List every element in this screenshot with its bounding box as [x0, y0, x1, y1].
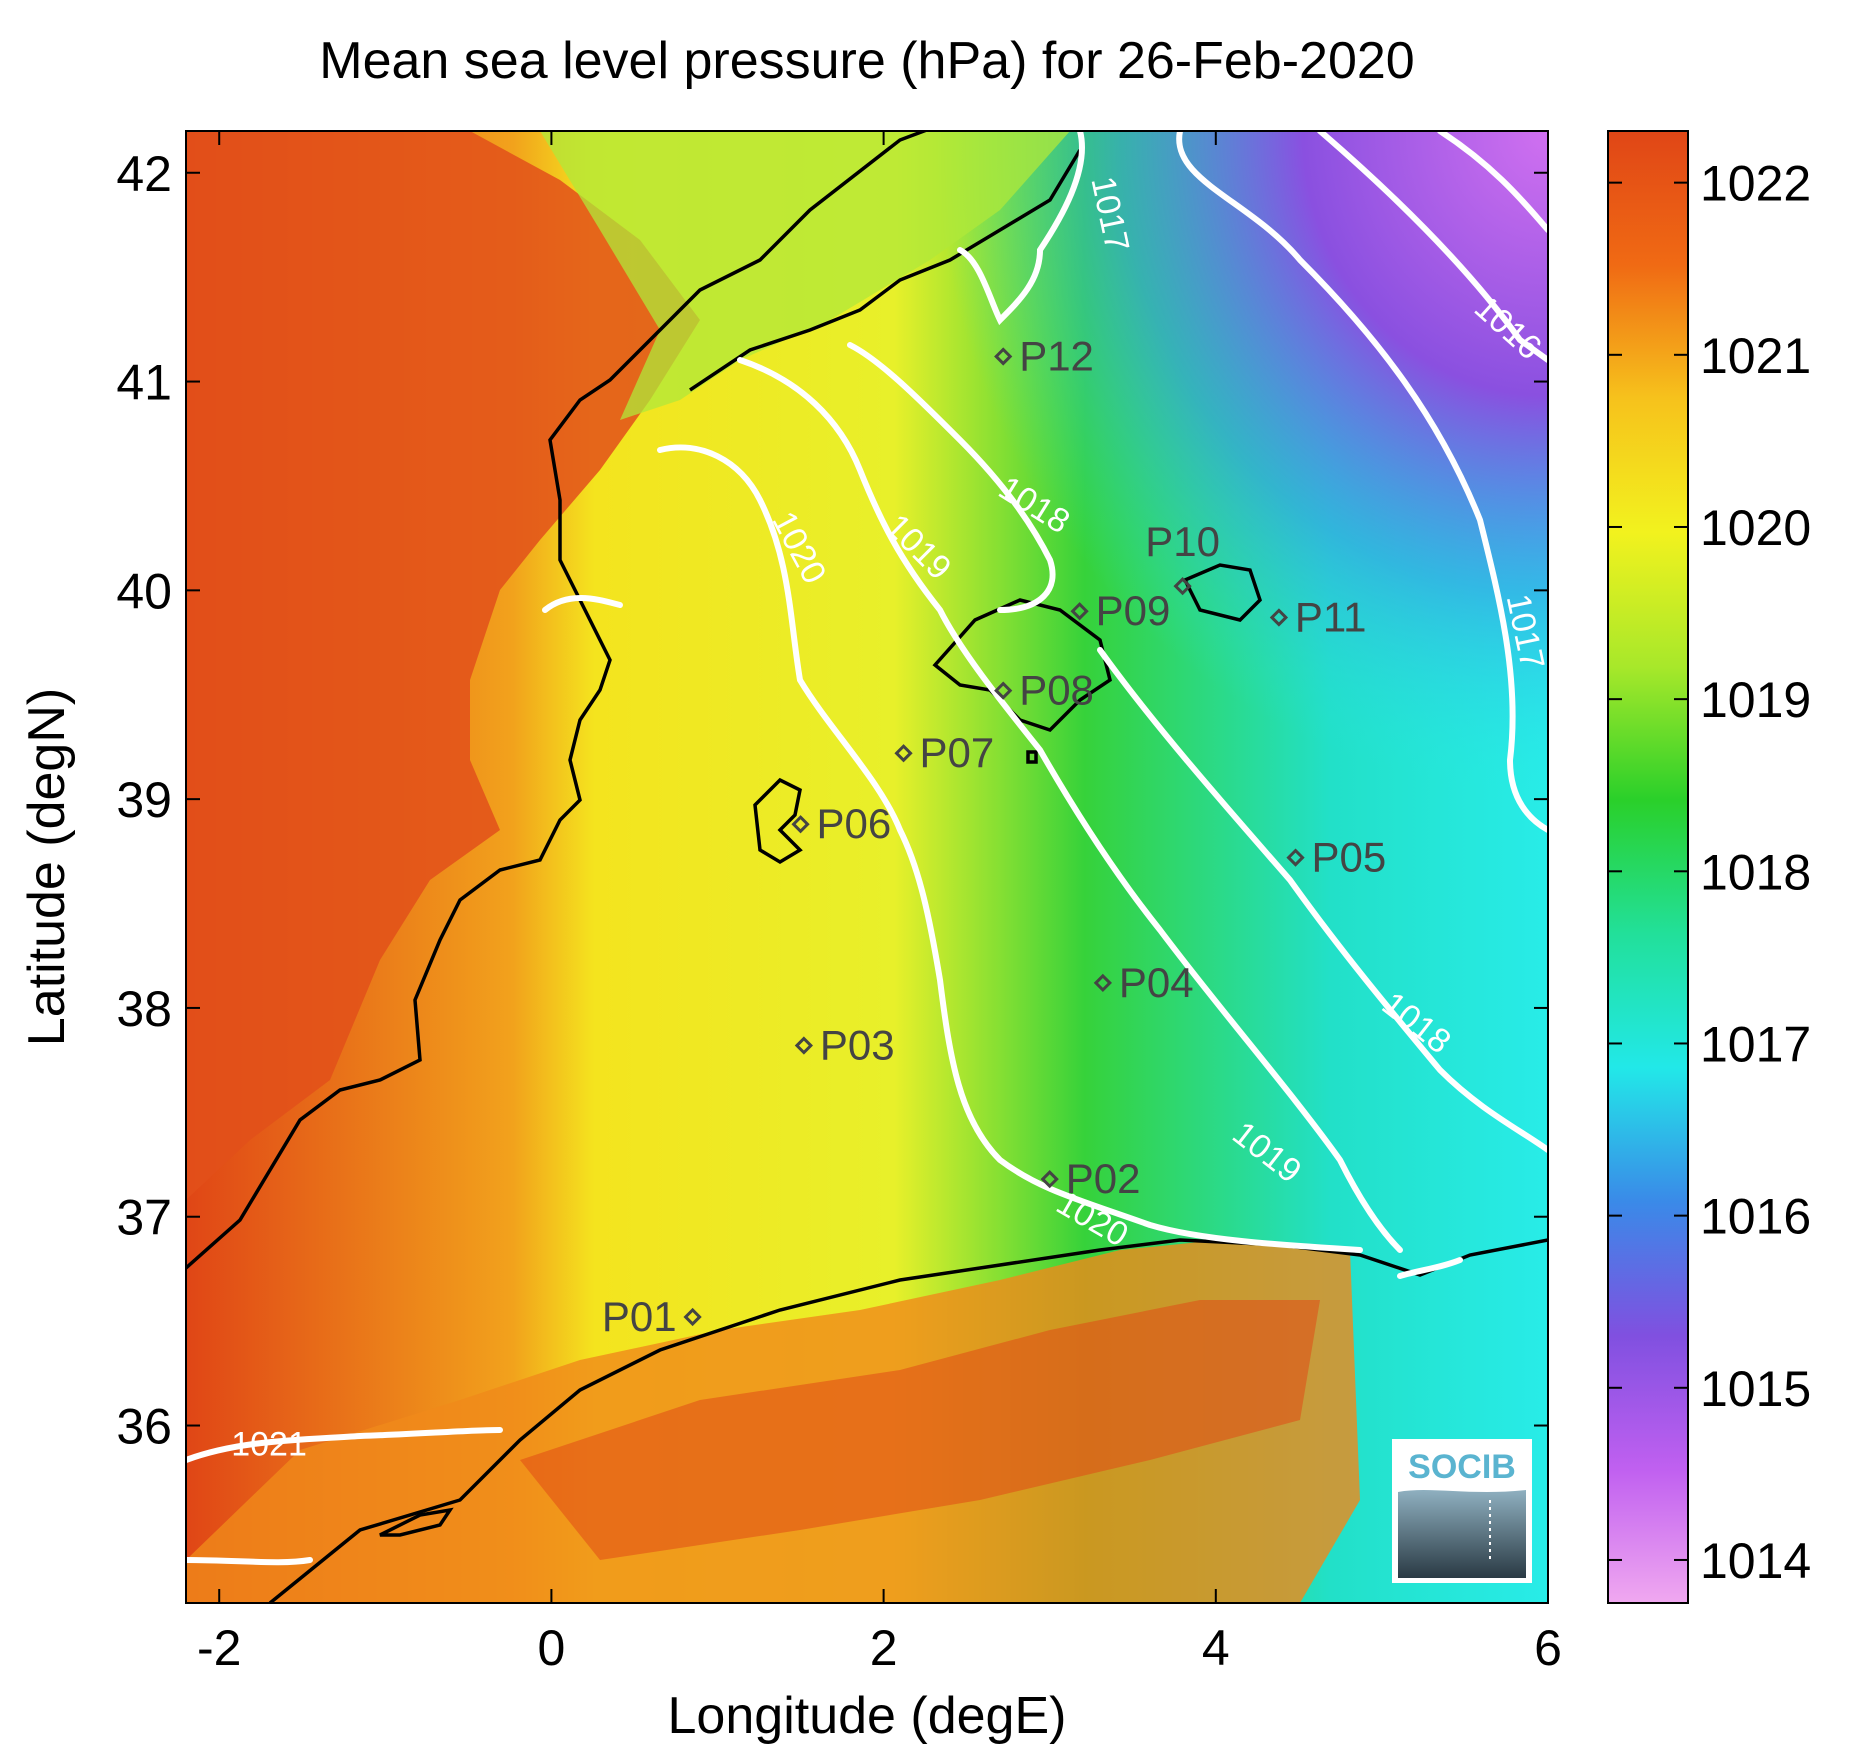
ceuta-coast [379, 1507, 454, 1537]
isobar-1018-south [1097, 647, 1548, 1153]
map-area: 1017101610181019102010171018101910201021… [186, 131, 1548, 1603]
socib-logo-text: SOCIB [1408, 1448, 1516, 1486]
x-tick-label: 2 [870, 1620, 898, 1676]
station-marker [994, 347, 1013, 366]
station-label: P12 [1019, 332, 1094, 379]
colorbar-tick-label: 1015 [1700, 1361, 1811, 1417]
station-marker [1093, 973, 1112, 993]
station-label: P09 [1096, 587, 1171, 634]
isobar-1020-africa [1397, 1257, 1463, 1279]
station-label: P03 [820, 1022, 895, 1069]
cabrera-coast [1026, 750, 1038, 764]
socib-logo: SOCIB [1392, 1439, 1532, 1583]
y-tick-label: 39 [116, 772, 172, 828]
isobar-1021-south [186, 1557, 313, 1566]
gulf-lion-coastline [689, 149, 1082, 392]
station-label: P02 [1066, 1155, 1141, 1202]
station-marker [994, 681, 1013, 700]
colorbar-scale [1607, 130, 1689, 1604]
iberian-coastline [186, 131, 929, 1270]
station-label: P07 [920, 729, 995, 776]
y-tick-label: 37 [116, 1190, 172, 1246]
colorbar-tick-label: 1019 [1700, 672, 1811, 728]
x-axis: -2 0 2 4 6 [197, 131, 1562, 1676]
station-label: P08 [1019, 667, 1094, 714]
station-label: P10 [1145, 518, 1220, 565]
iberia-land [186, 131, 700, 1200]
gulf-lion-land [540, 131, 1070, 420]
colorbar-ticks: 1014 1015 1016 1017 1018 1019 1020 1021 1022 [1608, 156, 1811, 1589]
socib-logo-sea [1398, 1490, 1526, 1578]
colorbar-tick-label: 1017 [1700, 1016, 1811, 1072]
y-tick-label: 38 [116, 981, 172, 1037]
isobar-1017-east [1176, 131, 1548, 833]
x-tick-label: 0 [538, 1620, 566, 1676]
coastlines [186, 131, 1548, 1603]
colorbar-tick-label: 1020 [1700, 500, 1811, 556]
isobars [186, 131, 1548, 1566]
isobar-1020-small [542, 595, 623, 613]
y-axis-label: Latitude (degN) [18, 688, 76, 1046]
x-tick-label: -2 [197, 1620, 241, 1676]
station-marker [1070, 602, 1089, 621]
station-marker [1040, 1170, 1059, 1189]
isobar-1018-north [847, 342, 1056, 613]
isobar-1016 [1317, 131, 1548, 363]
y-tick-label: 41 [116, 355, 172, 411]
station-label: P01 [602, 1293, 677, 1340]
x-tick-label: 6 [1534, 1620, 1562, 1676]
colorbar-tick-label: 1016 [1700, 1189, 1811, 1245]
y-axis: 36 37 38 39 40 41 42 [116, 146, 1548, 1455]
station-marker [794, 1036, 814, 1055]
station-marker [683, 1307, 702, 1327]
isobar-1016-corner [1437, 131, 1548, 233]
y-tick-label: 40 [116, 563, 172, 619]
isobar-1020 [657, 444, 1363, 1253]
africa-highlands [520, 1300, 1320, 1560]
station-label: P06 [817, 800, 892, 847]
colorbar-tick-label: 1021 [1700, 328, 1811, 384]
isobar-1017-north [957, 131, 1085, 326]
colorbar: 1014 1015 1016 1017 1018 1019 1020 1021 1022 [1607, 130, 1811, 1604]
colorbar-tick-label: 1014 [1700, 1533, 1811, 1589]
mallorca-coast [932, 598, 1112, 733]
station-marker [791, 815, 810, 834]
station-marker [1173, 577, 1192, 596]
plot-frame [185, 130, 1549, 1604]
x-axis-label: Longitude (degE) [668, 1687, 1067, 1745]
ibiza-coast [753, 777, 803, 865]
isobar-1019 [737, 357, 1403, 1253]
station-label: P04 [1119, 959, 1194, 1006]
colorbar-tick-label: 1022 [1700, 156, 1811, 212]
chart-title: Mean sea level pressure (hPa) for 26-Feb… [319, 32, 1414, 90]
isobar-1021 [186, 1427, 503, 1463]
station-label: P11 [1295, 593, 1367, 640]
station-marker [1286, 848, 1305, 867]
station-marker [894, 744, 913, 763]
y-tick-label: 36 [116, 1399, 172, 1455]
x-tick-label: 4 [1202, 1620, 1230, 1676]
menorca-coast [1182, 563, 1263, 622]
y-tick-label: 42 [116, 146, 172, 202]
north-african-coastline [268, 1238, 1548, 1603]
station-label: P05 [1312, 834, 1387, 881]
colorbar-tick-label: 1018 [1700, 844, 1811, 900]
contour-label: 1021 [231, 1425, 307, 1463]
station-marker [1269, 608, 1289, 627]
